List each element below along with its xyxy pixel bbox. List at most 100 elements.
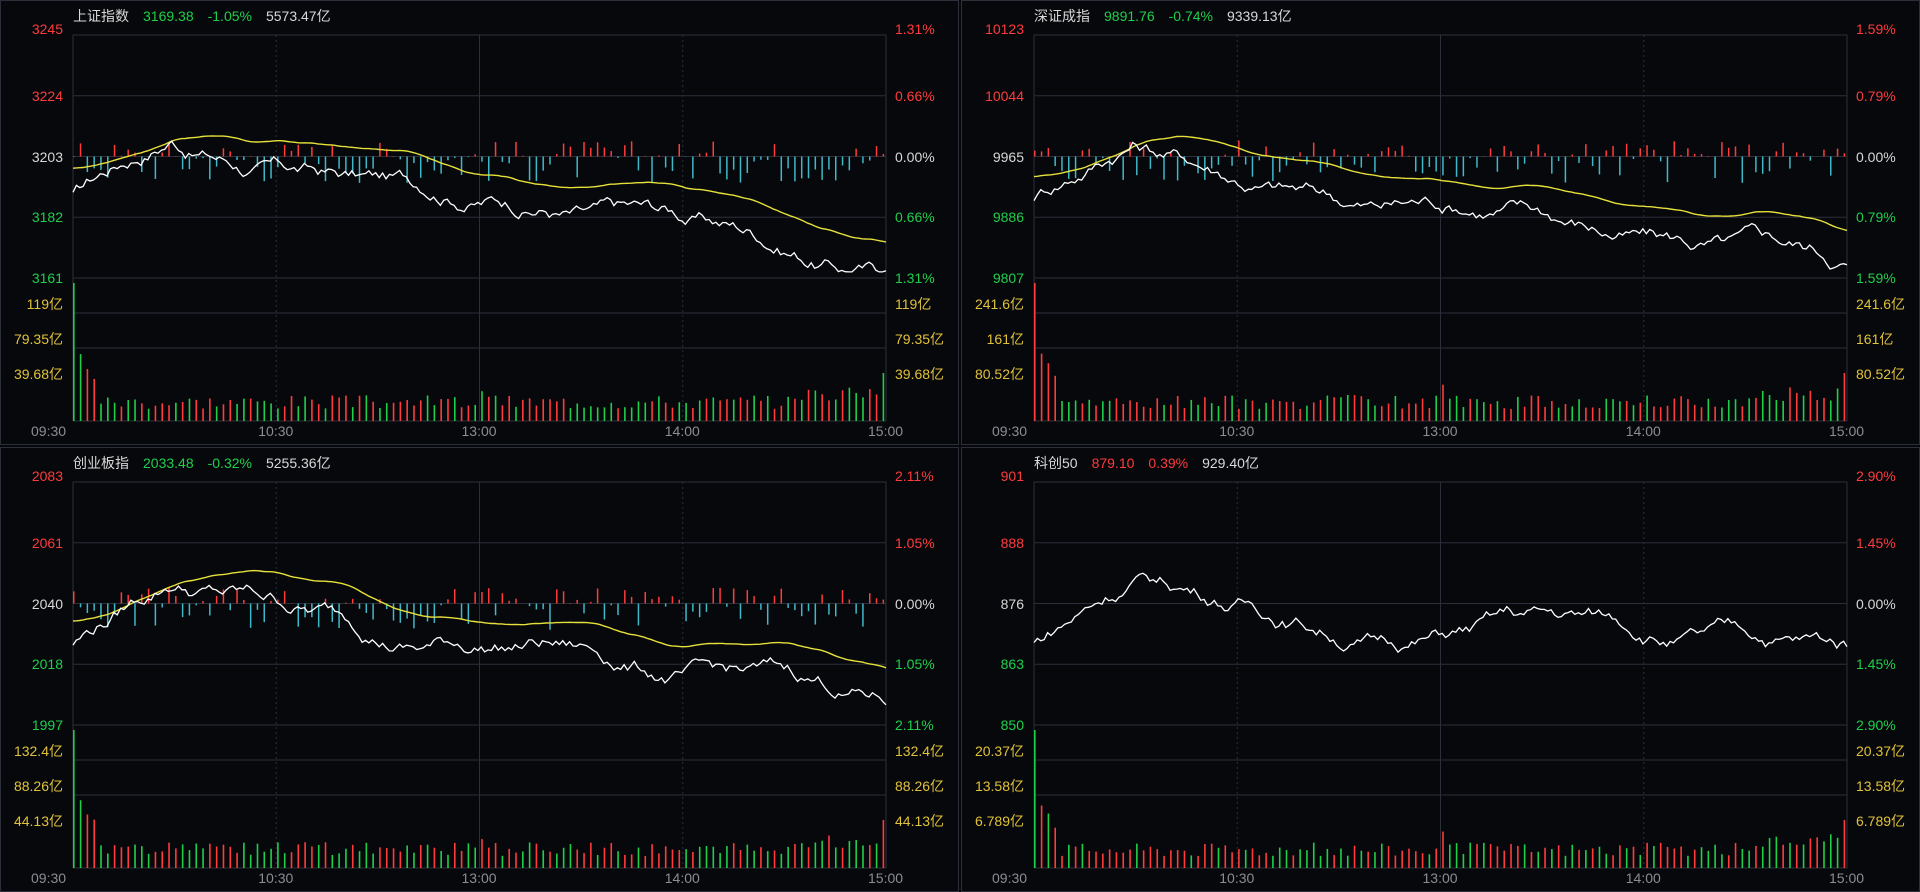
- index-turnover: 9339.13亿: [1226, 8, 1292, 24]
- macd-bar: [821, 156, 823, 180]
- macd-bar: [637, 156, 640, 171]
- volume-bar: [644, 855, 647, 868]
- macd-bar: [86, 603, 89, 614]
- macd-bar: [1204, 156, 1206, 180]
- macd-bar: [1455, 156, 1458, 177]
- volume-bar: [351, 844, 354, 868]
- volume-bar: [1374, 405, 1376, 421]
- macd-bar: [1333, 149, 1335, 157]
- volume-bar: [277, 408, 279, 421]
- volume-bar: [358, 395, 361, 421]
- intraday-chart[interactable]: [962, 1, 1920, 445]
- volume-bar: [644, 402, 647, 421]
- volume-bar: [440, 399, 442, 421]
- macd-bar: [195, 603, 197, 606]
- macd-bar: [590, 601, 592, 604]
- index-price: 3169.38: [143, 8, 194, 24]
- volume-bar: [1768, 395, 1771, 421]
- macd-bar: [630, 596, 633, 604]
- volume-bar: [1272, 855, 1274, 868]
- intraday-chart[interactable]: [1, 448, 959, 892]
- volume-bar: [692, 851, 694, 868]
- volume-bar: [603, 847, 606, 868]
- volume-bar: [127, 846, 130, 868]
- macd-bar: [1061, 156, 1063, 172]
- volume-bar: [1040, 353, 1043, 421]
- volume-axis-label: 80.52亿: [974, 366, 1024, 382]
- macd-bar: [807, 156, 810, 179]
- chart-panel[interactable]: 深证成指 9891.76 -0.74% 9339.13亿 10123 10044 9965 9…: [961, 0, 1920, 445]
- volume-bar: [1081, 843, 1084, 868]
- volume-axis-label: 161亿: [986, 331, 1024, 347]
- volume-bar: [1435, 848, 1437, 868]
- volume-bar: [848, 387, 851, 421]
- volume-bar: [1414, 403, 1417, 421]
- macd-bar: [351, 156, 354, 174]
- volume-bar: [855, 839, 857, 868]
- volume-bar: [1149, 407, 1152, 421]
- macd-bar: [624, 145, 626, 157]
- volume-bar: [732, 843, 735, 868]
- volume-bar: [1204, 844, 1206, 868]
- intraday-chart[interactable]: [1, 1, 959, 445]
- chart-panel[interactable]: 上证指数 3169.38 -1.05% 5573.47亿 3245 3224 3203 318…: [0, 0, 959, 445]
- macd-bar: [1843, 153, 1846, 157]
- volume-bar: [583, 407, 585, 421]
- volume-bar: [79, 354, 82, 421]
- volume-bar: [120, 406, 123, 421]
- macd-bar: [1578, 156, 1580, 164]
- intraday-chart[interactable]: [962, 448, 1920, 892]
- volume-axis-label: 119亿: [895, 296, 932, 312]
- macd-bar: [277, 156, 279, 168]
- macd-bar: [1714, 156, 1716, 179]
- volume-bar: [671, 849, 674, 868]
- chart-panel[interactable]: 科创50 879.10 0.39% 929.40亿 901 888 876 863 850 2.9…: [961, 447, 1920, 892]
- volume-axis-label: 241.6亿: [1856, 296, 1906, 312]
- macd-bar: [549, 603, 551, 630]
- macd-bar: [862, 603, 864, 627]
- volume-bar: [467, 843, 470, 868]
- volume-bar: [127, 399, 130, 421]
- volume-bar: [1789, 387, 1791, 421]
- volume-bar: [1353, 845, 1356, 868]
- macd-bar: [508, 600, 510, 604]
- volume-bar: [1462, 407, 1465, 421]
- macd-bar: [453, 156, 456, 158]
- volume-bar: [1217, 406, 1220, 421]
- index-price: 879.10: [1091, 455, 1135, 471]
- volume-bar: [1646, 395, 1648, 421]
- macd-bar: [236, 590, 238, 604]
- volume-bar: [304, 842, 306, 868]
- volume-bar: [1836, 837, 1839, 868]
- macd-bar: [1394, 151, 1397, 157]
- volume-bar: [800, 843, 803, 868]
- price-axis-label: 1997: [31, 717, 63, 733]
- volume-bar: [760, 847, 762, 868]
- macd-bar: [1748, 144, 1750, 157]
- macd-bar: [576, 156, 578, 178]
- volume-bar: [1122, 852, 1125, 868]
- macd-bar: [79, 603, 82, 608]
- macd-bar: [712, 588, 715, 604]
- time-axis-label: 10:30: [1219, 423, 1255, 439]
- volume-bar: [1183, 407, 1186, 421]
- chart-panel[interactable]: 创业板指 2033.48 -0.32% 5255.36亿 2083 2061 2040 201…: [0, 447, 959, 892]
- macd-bar: [814, 603, 817, 625]
- macd-bar: [209, 156, 211, 180]
- macd-bar: [1585, 144, 1587, 157]
- volume-bar: [807, 847, 810, 868]
- volume-bar: [1741, 406, 1744, 421]
- macd-bar: [515, 598, 517, 604]
- time-axis-label: 09:30: [31, 423, 67, 439]
- volume-bar: [1693, 404, 1696, 421]
- volume-bar: [488, 847, 490, 868]
- macd-bar: [195, 156, 197, 159]
- volume-axis-label: 6.789亿: [974, 813, 1024, 829]
- volume-bar: [692, 407, 694, 421]
- volume-bar: [453, 842, 456, 868]
- macd-bar: [855, 603, 857, 614]
- macd-bar: [1693, 153, 1696, 157]
- macd-bar: [515, 141, 517, 157]
- macd-bar: [1632, 156, 1635, 159]
- volume-bar: [1483, 842, 1485, 868]
